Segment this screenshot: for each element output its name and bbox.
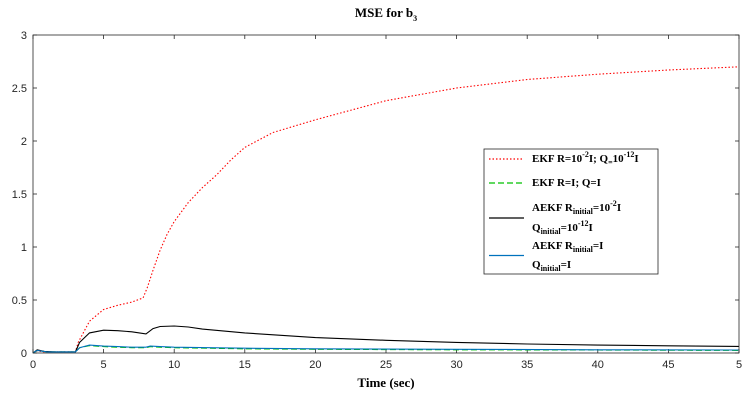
- x-tick-label: 15: [239, 359, 251, 371]
- x-tick-label: 10: [168, 359, 180, 371]
- series-line-4: [32, 344, 740, 354]
- x-tick-label: 35: [521, 359, 533, 371]
- series-layer: [32, 66, 740, 354]
- legend-label-4: Qinitial=I: [532, 259, 571, 273]
- legend-label-3: AEKF Rinitial=10-2I: [532, 199, 621, 216]
- y-tick-label: 0: [21, 348, 27, 360]
- axes-ticks: 0 5 10 15 20 25 30 35 40 45 500.511.522.53: [12, 30, 742, 371]
- x-tick-label: 5: [736, 359, 742, 371]
- legend-label-1: EKF R=10-2I; Q=10-12I: [532, 150, 639, 167]
- x-tick-label: 40: [592, 359, 604, 371]
- legend-label-2: EKF R=I; Q=I: [532, 177, 601, 189]
- y-tick-label: 0.5: [12, 295, 27, 307]
- y-tick-label: 3: [21, 30, 27, 42]
- x-tick-label: 25: [380, 359, 392, 371]
- legend-label-3: Qinitial=10-12I: [532, 219, 593, 236]
- plot-area-border: [32, 34, 740, 354]
- y-tick-label: 2: [21, 136, 27, 148]
- legend-label-4: AEKF Rinitial=I: [532, 240, 603, 254]
- x-tick-label: 45: [662, 359, 674, 371]
- legend-box: [483, 148, 659, 275]
- y-tick-label: 2.5: [12, 83, 27, 95]
- x-tick-label: 0: [30, 359, 36, 371]
- y-tick-label: 1.5: [12, 189, 27, 201]
- x-tick-label: 20: [309, 359, 321, 371]
- chart-title: MSE for b3: [355, 5, 417, 23]
- y-tick-label: 1: [21, 242, 27, 254]
- x-axis-label: Time (sec): [357, 375, 414, 390]
- series-line-1: [32, 66, 740, 354]
- x-tick-label: 5: [101, 359, 107, 371]
- x-tick-label: 30: [450, 359, 462, 371]
- legend: EKF R=10-2I; Q=10-12I EKF R=I; Q=I AEKF Ri…: [483, 148, 659, 275]
